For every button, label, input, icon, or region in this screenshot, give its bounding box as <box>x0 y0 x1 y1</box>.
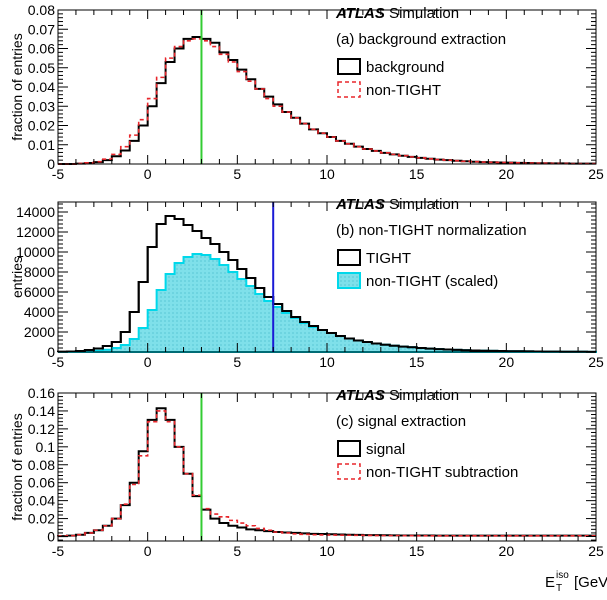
y-axis-label: entries <box>9 256 25 298</box>
y-axis-label: fraction of entries <box>9 413 25 520</box>
x-tick-label: 0 <box>144 354 152 370</box>
x-tick-label: 20 <box>499 166 515 182</box>
y-tick-label: 12000 <box>16 224 55 240</box>
x-tick-label: 5 <box>233 166 241 182</box>
y-tick-label: 10000 <box>16 244 55 260</box>
atlas-label: ATLAS Simulation <box>335 196 459 213</box>
y-tick-label: 0.04 <box>28 493 55 509</box>
y-tick-label: 0.08 <box>28 2 55 18</box>
simulation-text: Simulation <box>385 387 459 404</box>
series-1-hist <box>58 38 596 165</box>
y-tick-label: 0.08 <box>28 457 55 473</box>
y-tick-label: 14000 <box>16 204 55 220</box>
y-tick-label: 6000 <box>24 284 55 300</box>
x-tick-label: -5 <box>52 166 65 182</box>
y-tick-label: 0.06 <box>28 475 55 491</box>
y-tick-label: 0 <box>47 344 55 360</box>
legend-swatch <box>337 463 361 480</box>
x-tick-label: 5 <box>233 543 241 559</box>
y-tick-label: 0.03 <box>28 98 55 114</box>
x-tick-label: 15 <box>409 166 425 182</box>
y-tick-label: 0.1 <box>36 439 56 455</box>
legend-swatch <box>337 249 361 266</box>
x-tick-label: 25 <box>588 543 604 559</box>
x-tick-label: 0 <box>144 543 152 559</box>
y-tick-label: 0.04 <box>28 79 55 95</box>
series-0-hist <box>58 35 596 165</box>
series-1-hist <box>57 410 596 537</box>
y-tick-label: 0.06 <box>28 41 55 57</box>
x-axis-label-sub: T <box>556 583 562 594</box>
x-tick-label: 15 <box>409 543 425 559</box>
x-axis-label-unit: [GeV] <box>574 574 607 591</box>
y-tick-label: 0.01 <box>28 137 55 153</box>
y-tick-label: 8000 <box>24 264 55 280</box>
legend-label: non-TIGHT (scaled) <box>366 273 498 290</box>
y-tick-label: 0.02 <box>28 118 55 134</box>
atlas-text: ATLAS <box>335 5 385 22</box>
y-tick-label: 2000 <box>24 324 55 340</box>
x-axis-label-sup: iso <box>556 570 569 581</box>
y-axis-label: fraction of entries <box>9 33 25 140</box>
legend-swatch <box>337 272 361 289</box>
x-tick-label: 25 <box>588 166 604 182</box>
x-tick-label: 5 <box>233 354 241 370</box>
legend-swatch <box>337 440 361 457</box>
y-tick-label: 0.16 <box>28 385 55 401</box>
y-tick-label: 0.02 <box>28 511 55 527</box>
x-tick-label: -5 <box>52 354 65 370</box>
x-tick-label: 20 <box>499 543 515 559</box>
atlas-text: ATLAS <box>335 387 385 404</box>
y-tick-label: 0 <box>47 529 55 545</box>
simulation-text: Simulation <box>385 5 459 22</box>
legend-swatch <box>337 58 361 75</box>
panel-subtitle: (a) background extraction <box>336 31 506 48</box>
legend-label: non-TIGHT subtraction <box>366 464 518 481</box>
panel-b: -5 0 5 10 15 20 250200040006000800010000120001… <box>9 196 604 370</box>
y-tick-label: 0.14 <box>28 403 55 419</box>
x-tick-label: 0 <box>144 166 152 182</box>
x-tick-label: 10 <box>319 166 335 182</box>
y-tick-label: 4000 <box>24 304 55 320</box>
panel-a: -5 0 5 10 15 20 2500.010.020.030.040.050.060.0… <box>9 2 604 182</box>
atlas-label: ATLAS Simulation <box>335 5 459 22</box>
atlas-label: ATLAS Simulation <box>335 387 459 404</box>
x-tick-label: 10 <box>319 543 335 559</box>
simulation-text: Simulation <box>385 196 459 213</box>
x-tick-label: 25 <box>588 354 604 370</box>
legend-swatch <box>337 81 361 98</box>
atlas-text: ATLAS <box>335 196 385 213</box>
x-tick-label: 15 <box>409 354 425 370</box>
y-tick-label: 0.12 <box>28 421 55 437</box>
panel-subtitle: (b) non-TIGHT normalization <box>336 222 527 239</box>
panel-subtitle: (c) signal extraction <box>336 413 466 430</box>
legend-label: non-TIGHT <box>366 82 441 99</box>
x-tick-label: 10 <box>319 354 335 370</box>
legend-label: TIGHT <box>366 250 411 267</box>
x-tick-label: 20 <box>499 354 515 370</box>
panel-c: -5 0 5 10 15 20 2500.020.040.060.080.10.120.14… <box>9 385 604 559</box>
y-tick-label: 0.07 <box>28 21 55 37</box>
x-axis-label-main: E <box>545 574 555 591</box>
y-tick-label: 0 <box>47 156 55 172</box>
x-tick-label: -5 <box>52 543 65 559</box>
legend-label: background <box>366 59 444 76</box>
legend-label: signal <box>366 441 405 458</box>
y-tick-label: 0.05 <box>28 60 55 76</box>
